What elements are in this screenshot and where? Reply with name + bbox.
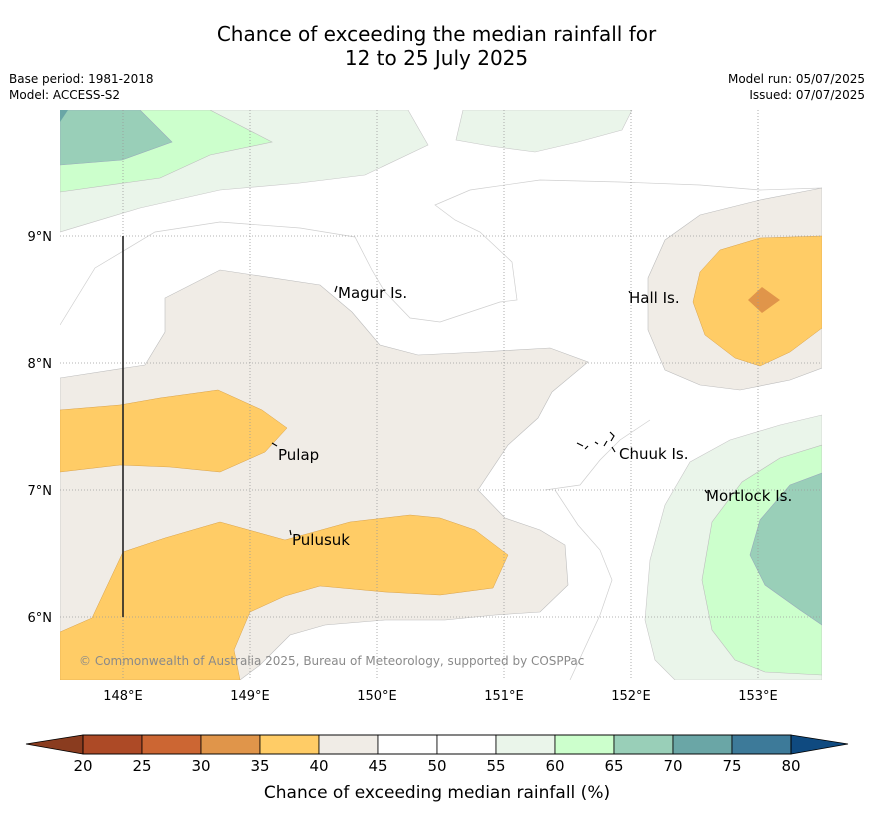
copyright-notice: © Commonwealth of Australia 2025, Bureau… xyxy=(79,654,584,668)
colorbar-bin xyxy=(82,734,143,755)
contour-65-southeast xyxy=(749,472,822,626)
island-marks xyxy=(271,285,708,536)
place-label-hall: Hall Is. xyxy=(629,289,680,307)
lat-label-8n: 8°N xyxy=(28,357,53,372)
colorbar-tick-label: 75 xyxy=(722,757,741,775)
colorbar-tick-label: 70 xyxy=(663,757,682,775)
model-name: Model: ACCESS-S2 xyxy=(9,88,121,102)
colorbar-tick-label: 25 xyxy=(132,757,151,775)
model-run: Model run: 05/07/2025 xyxy=(727,72,865,86)
colorbar-bins xyxy=(82,734,792,755)
map-title: Chance of exceeding the median rainfall … xyxy=(0,22,873,70)
colorbar-bin xyxy=(200,734,261,755)
colorbar-tick-label: 80 xyxy=(781,757,800,775)
colorbar-frame xyxy=(82,734,792,755)
place-label-pulusuk: Pulusuk xyxy=(292,531,350,549)
colorbar-tick-label: 40 xyxy=(309,757,328,775)
colorbar-bin xyxy=(495,734,556,755)
lon-label-151: 151°E xyxy=(484,689,524,704)
colorbar-over-arrow xyxy=(790,734,849,755)
lat-label-9n: 9°N xyxy=(28,230,53,245)
issued-date: Issued: 07/07/2025 xyxy=(749,88,865,102)
colorbar-tick-label: 60 xyxy=(545,757,564,775)
meta-right: Model run: 05/07/2025 Issued: 07/07/2025 xyxy=(728,71,865,103)
gridlines xyxy=(60,110,822,680)
colorbar: 20 25 30 35 40 45 50 55 60 65 70 75 80 Chance of exc… xyxy=(25,734,849,803)
colorbar-ticks: 20 25 30 35 40 45 50 55 60 65 70 75 80 xyxy=(73,757,800,775)
longitude-labels: 148°E 149°E 150°E 151°E 152°E 153°E xyxy=(103,689,778,704)
place-labels: Magur Is. Hall Is. Pulap Chuuk Is. Pulus… xyxy=(278,284,792,549)
meta-left: Base period: 1981-2018 Model: ACCESS-S2 xyxy=(9,71,154,103)
contour-50-outline-south xyxy=(554,489,613,680)
place-label-mortlock: Mortlock Is. xyxy=(706,487,792,505)
colorbar-bin xyxy=(554,734,615,755)
contour-70-northwest xyxy=(60,110,68,122)
colorbar-bin xyxy=(377,734,438,755)
contour-50-outline-west xyxy=(60,179,822,326)
colorbar-bin xyxy=(672,734,733,755)
colorbar-tick-label: 65 xyxy=(604,757,623,775)
colorbar-bin xyxy=(318,734,379,755)
contour-50-outline-east xyxy=(544,419,651,491)
contour-55-north xyxy=(455,110,633,153)
colorbar-bin xyxy=(436,734,497,755)
title-line-1: Chance of exceeding the median rainfall … xyxy=(216,22,657,46)
colorbar-bin xyxy=(141,734,202,755)
contour-35-west xyxy=(60,389,288,473)
colorbar-under-arrow xyxy=(25,734,84,755)
contour-65-northwest xyxy=(60,110,173,166)
colorbar-title: Chance of exceeding median rainfall (%) xyxy=(264,783,610,803)
place-label-pulap: Pulap xyxy=(278,446,319,464)
place-label-magur: Magur Is. xyxy=(338,284,407,302)
colorbar-tick-label: 35 xyxy=(250,757,269,775)
colorbar-tick-label: 45 xyxy=(368,757,387,775)
lon-label-153: 153°E xyxy=(738,689,778,704)
place-label-chuuk: Chuuk Is. xyxy=(619,445,688,463)
title-line-2: 12 to 25 July 2025 xyxy=(344,46,529,70)
lat-label-6n: 6°N xyxy=(28,611,53,626)
contour-35-south xyxy=(60,514,509,680)
colorbar-bin xyxy=(731,734,792,755)
lon-label-152: 152°E xyxy=(611,689,651,704)
lon-label-149: 149°E xyxy=(230,689,270,704)
contour-30-east xyxy=(748,287,780,313)
lon-label-148: 148°E xyxy=(103,689,143,704)
lon-label-150: 150°E xyxy=(357,689,397,704)
colorbar-tick-label: 50 xyxy=(427,757,446,775)
colorbar-tick-label: 30 xyxy=(191,757,210,775)
colorbar-bin xyxy=(259,734,320,755)
latitude-labels: 9°N 8°N 7°N 6°N xyxy=(28,230,53,626)
lat-label-7n: 7°N xyxy=(28,484,53,499)
colorbar-bin xyxy=(613,734,674,755)
colorbar-tick-label: 20 xyxy=(73,757,92,775)
colorbar-tick-label: 55 xyxy=(486,757,505,775)
map-area: Magur Is. Hall Is. Pulap Chuuk Is. Pulus… xyxy=(60,110,822,680)
base-period: Base period: 1981-2018 xyxy=(9,72,154,86)
